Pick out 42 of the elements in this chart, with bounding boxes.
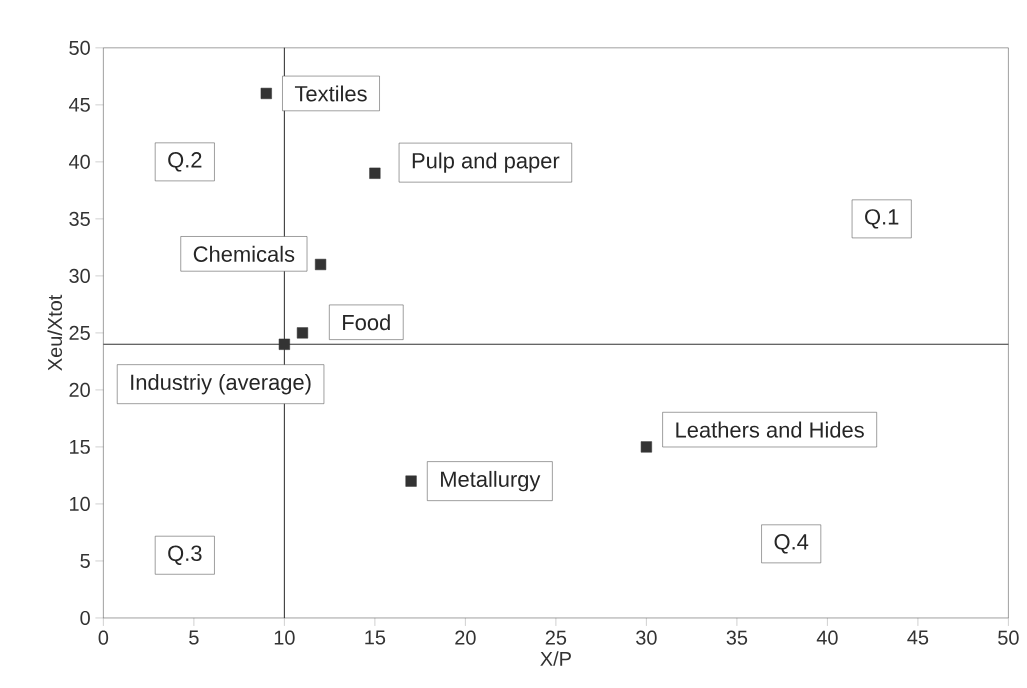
point — [640, 441, 652, 453]
x-tick-label: 15 — [365, 630, 386, 645]
y-tick-label: 50 — [69, 40, 90, 55]
x-tick-label: 40 — [816, 630, 838, 645]
annotation: Q.3 — [168, 545, 202, 565]
point — [369, 167, 381, 179]
y-tick-label: 10 — [70, 496, 90, 511]
x-tick-label: 25 — [545, 630, 567, 645]
point — [315, 258, 327, 270]
x-tick-label: 5 — [189, 630, 199, 645]
x-tick-label: 45 — [907, 630, 929, 645]
point — [278, 338, 290, 350]
y-tick-label: 25 — [69, 325, 90, 340]
x-tick-label: 35 — [726, 630, 748, 645]
point — [296, 327, 309, 339]
x-tick-label: 0 — [98, 630, 109, 645]
y-tick-label: 30 — [69, 268, 90, 283]
y-tick-label: 35 — [69, 211, 90, 226]
annotation: Q.1 — [865, 208, 899, 229]
y-tick-label: 5 — [80, 553, 90, 568]
annotation: Q.2 — [168, 151, 202, 172]
y-tick-label: 45 — [68, 97, 90, 112]
y-axis-title: Xeu/Xtot — [47, 294, 63, 371]
y-tick-label: 0 — [80, 610, 90, 625]
annotation: Leathers and Hides — [676, 421, 864, 438]
annotation: Q.4 — [774, 533, 809, 554]
annotation: Metallurgy — [441, 470, 541, 492]
point — [260, 87, 272, 99]
x-tick-label: 10 — [274, 630, 295, 645]
annotation: Food — [343, 314, 390, 331]
x-tick-label: 50 — [998, 630, 1019, 645]
y-tick-label: 15 — [70, 439, 90, 454]
annotation: Industriy (average) — [131, 373, 311, 395]
annotation: Textiles — [294, 85, 367, 102]
x-axis-title: X/P — [540, 651, 571, 666]
annotation: Pulp and paper — [412, 152, 560, 173]
y-tick-label: 40 — [68, 154, 90, 169]
point — [405, 475, 417, 487]
x-tick-label: 20 — [455, 630, 476, 645]
annotation: Chemicals — [193, 245, 295, 262]
x-tick-label: 30 — [636, 630, 657, 645]
y-tick-label: 20 — [69, 382, 90, 397]
